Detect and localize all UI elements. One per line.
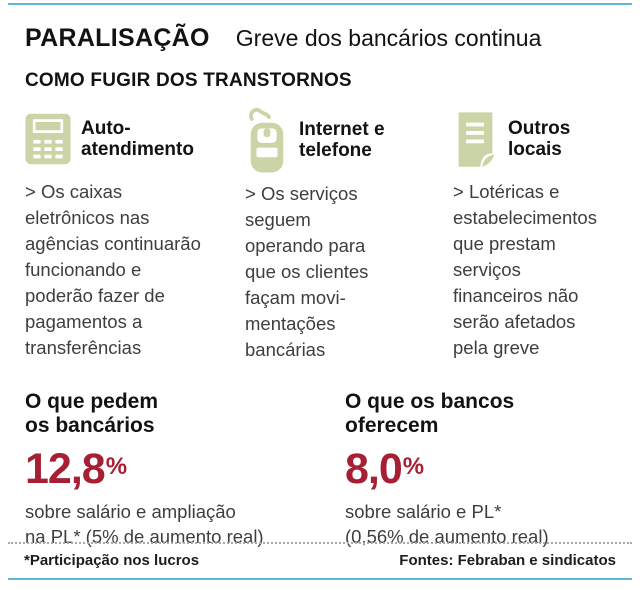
- column-title: Auto- atendimento: [81, 117, 194, 160]
- computer-mouse-icon: [249, 107, 284, 173]
- column-title: Internet e telefone: [299, 118, 385, 161]
- percent-sign: %: [402, 452, 425, 480]
- demand-title: O que pedem os bancários: [25, 390, 159, 438]
- footnote: *Participação nos lucros: [24, 552, 200, 569]
- section-title: COMO FUGIR DOS TRANSTORNOS: [25, 70, 352, 91]
- sources: Fontes: Febraban e sindicatos: [399, 552, 616, 569]
- header: PARALISAÇÃO Greve dos bancários continua: [0, 0, 640, 53]
- atm-calculator-icon: [25, 113, 71, 165]
- column-body: > Os caixas eletrônicos nas agências con…: [25, 181, 201, 358]
- demand-value: 12,8%: [25, 444, 345, 493]
- demand-value: 8,0%: [345, 444, 615, 493]
- column-auto-atendimento: Auto- atendimento > Os caixas eletrônico…: [25, 106, 233, 363]
- demand-title: O que os bancos oferecem: [345, 390, 515, 438]
- footer: *Participação nos lucros Fontes: Febraba…: [8, 542, 632, 580]
- column-body: > Os serviços seguem operando para que o…: [245, 183, 369, 360]
- demand-description: sobre salário e ampliação na PL* (5% de …: [25, 500, 264, 547]
- info-columns: Auto- atendimento > Os caixas eletrônico…: [0, 92, 640, 363]
- column-internet-telefone: Internet e telefone > Os serviços seguem…: [245, 106, 441, 363]
- demands-section: O que pedem os bancários 12,8% sobre sal…: [0, 363, 640, 549]
- column-outros-locais: Outros locais > Lotéricas e estabelecime…: [453, 106, 624, 363]
- column-title: Outros locais: [508, 117, 571, 160]
- column-body: > Lotéricas e estabelecimentos que prest…: [453, 181, 597, 358]
- column-header: Outros locais: [453, 106, 624, 172]
- demand-description: sobre salário e PL* (0,56% de aumento re…: [345, 500, 549, 547]
- demand-bancarios: O que pedem os bancários 12,8% sobre sal…: [25, 390, 345, 549]
- demand-bancos: O que os bancos oferecem 8,0% sobre salá…: [345, 390, 615, 549]
- document-icon: [458, 111, 495, 167]
- demand-number: 12,8: [25, 444, 106, 493]
- column-header: Internet e telefone: [245, 106, 441, 174]
- demand-number: 8,0: [345, 444, 403, 493]
- page-title: Greve dos bancários continua: [235, 25, 542, 51]
- top-divider: [8, 3, 632, 5]
- percent-sign: %: [105, 452, 128, 480]
- column-header: Auto- atendimento: [25, 106, 233, 172]
- kicker: PARALISAÇÃO: [25, 24, 210, 52]
